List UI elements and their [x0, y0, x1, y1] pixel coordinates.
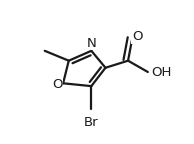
- Text: O: O: [52, 78, 63, 91]
- Text: Br: Br: [84, 116, 99, 129]
- Text: O: O: [132, 30, 143, 43]
- Text: N: N: [87, 37, 96, 50]
- Text: OH: OH: [151, 66, 172, 78]
